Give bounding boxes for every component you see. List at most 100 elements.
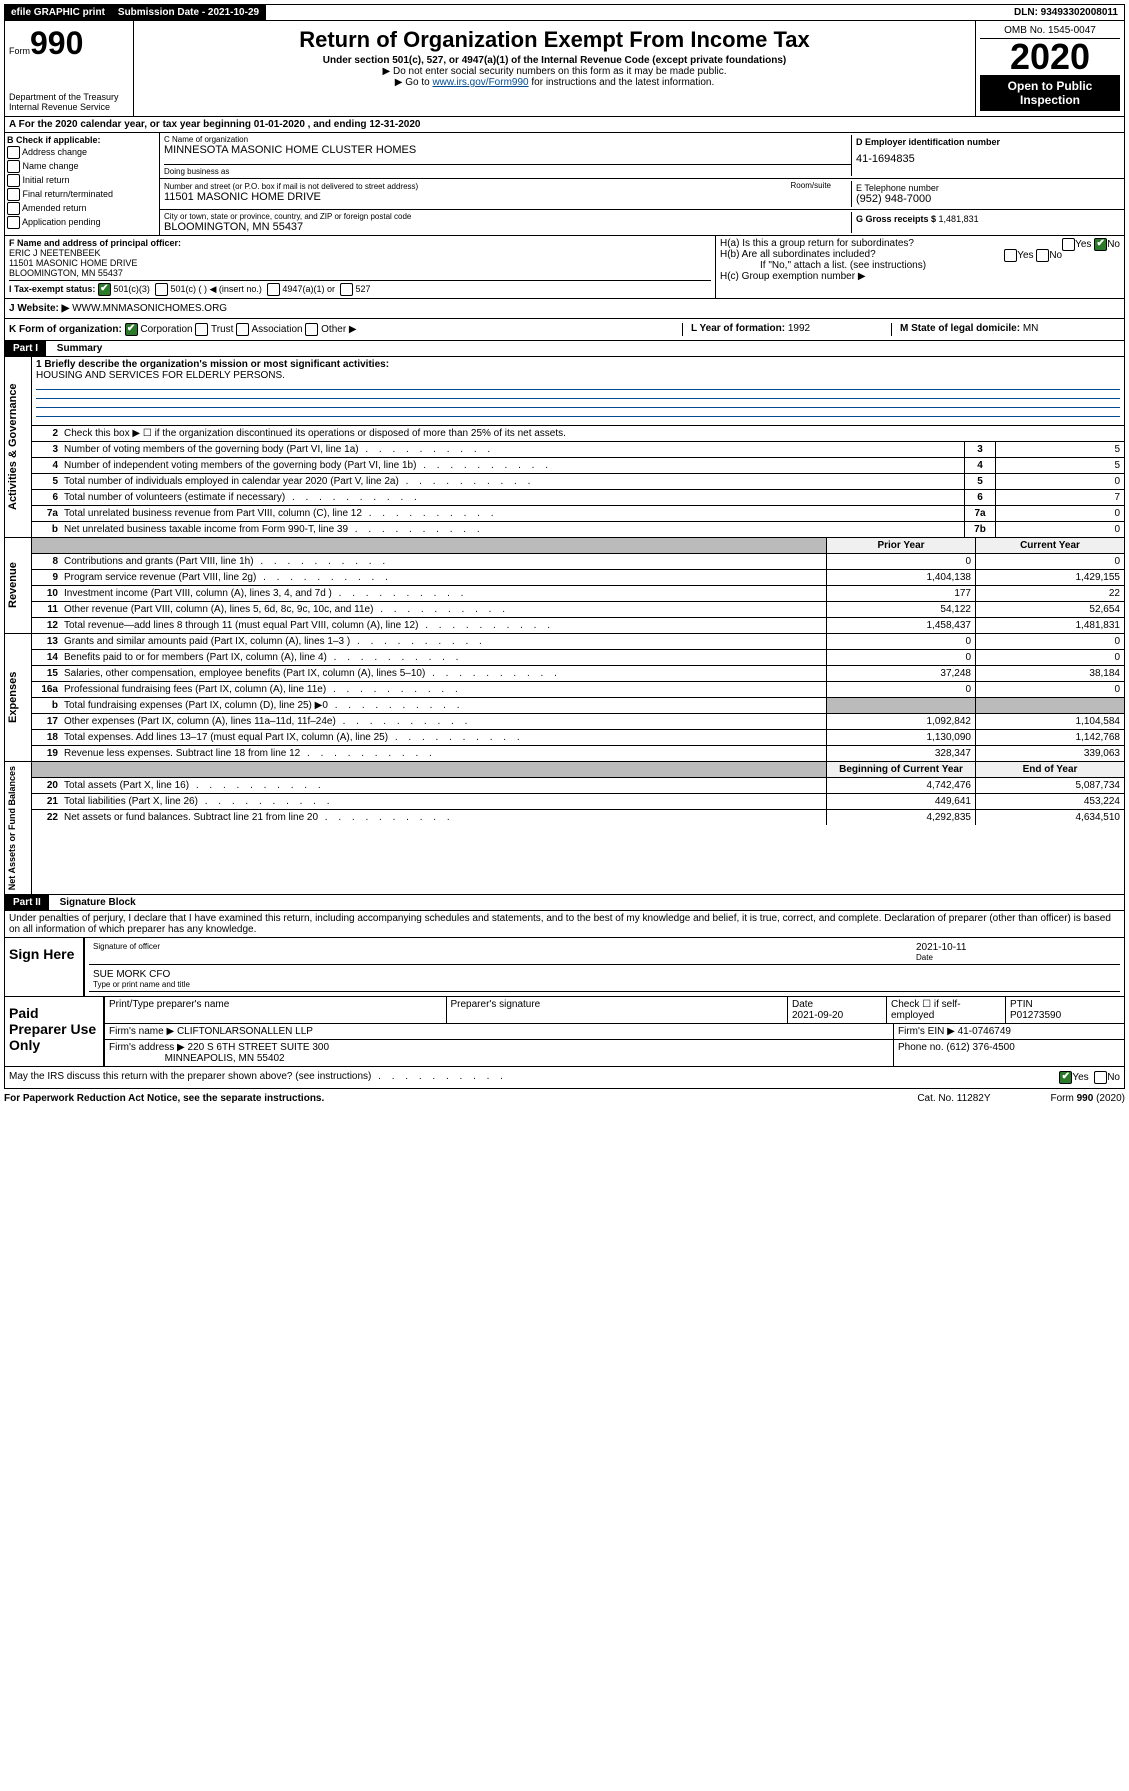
efile-label[interactable]: efile GRAPHIC print	[5, 5, 112, 20]
room-label: Room/suite	[791, 181, 851, 190]
box-d: D Employer identification number 41-1694…	[852, 135, 1120, 176]
note2-post: for instructions and the latest informat…	[529, 77, 715, 88]
expense-row: 18Total expenses. Add lines 13–17 (must …	[32, 730, 1124, 746]
hb-yes[interactable]	[1004, 249, 1017, 262]
footer-left: For Paperwork Reduction Act Notice, see …	[4, 1093, 917, 1104]
submission-date: Submission Date - 2021-10-29	[112, 5, 266, 20]
header-right: OMB No. 1545-0047 2020 Open to Public In…	[976, 21, 1124, 116]
paid-label: Paid Preparer Use Only	[5, 997, 105, 1066]
firm-ein: 41-0746749	[958, 1026, 1011, 1037]
summary-table: Activities & Governance 1 Briefly descri…	[4, 357, 1125, 538]
pp-date: 2021-09-20	[792, 1010, 882, 1021]
officer-addr1: 11501 MASONIC HOME DRIVE	[9, 258, 711, 268]
firm-addr: 220 S 6TH STREET SUITE 300	[188, 1042, 330, 1053]
form-number-box: Form990 Department of the Treasury Inter…	[5, 21, 134, 116]
chk-527[interactable]	[340, 283, 353, 296]
side-revenue: Revenue	[5, 538, 32, 633]
mission-text: HOUSING AND SERVICES FOR ELDERLY PERSONS…	[36, 370, 285, 381]
form-header: Form990 Department of the Treasury Inter…	[4, 21, 1125, 117]
part2-title: Signature Block	[52, 897, 136, 908]
box-c: C Name of organization MINNESOTA MASONIC…	[160, 133, 1124, 235]
summary-row: 4Number of independent voting members of…	[32, 458, 1124, 474]
sig-officer-label: Signature of officer	[93, 942, 908, 951]
part1-title: Summary	[49, 343, 103, 354]
ha-yes[interactable]	[1062, 238, 1075, 251]
block-fh: F Name and address of principal officer:…	[4, 236, 1125, 299]
box-b-title: B Check if applicable:	[7, 135, 157, 145]
hb-no[interactable]	[1036, 249, 1049, 262]
hdr-beg: Beginning of Current Year	[826, 762, 975, 777]
chk-4947[interactable]	[267, 283, 280, 296]
pp-check[interactable]: Check ☐ if self-employed	[887, 997, 1006, 1023]
discuss-yes[interactable]: ✔	[1059, 1071, 1072, 1084]
expenses-table: Expenses 13Grants and similar amounts pa…	[4, 634, 1125, 762]
chk-final-return[interactable]: Final return/terminated	[7, 188, 157, 201]
tax-year: 2020	[980, 39, 1120, 75]
chk-application-pending[interactable]: Application pending	[7, 216, 157, 229]
summary-row: 7aTotal unrelated business revenue from …	[32, 506, 1124, 522]
discuss-no[interactable]	[1094, 1071, 1107, 1084]
signature-block: Under penalties of perjury, I declare th…	[4, 911, 1125, 997]
row-j: J Website: ▶ WWW.MNMASONICHOMES.ORG	[4, 299, 1125, 319]
hc-label: H(c) Group exemption number ▶	[720, 271, 1120, 282]
side-netassets: Net Assets or Fund Balances	[5, 762, 32, 894]
gross-label: G Gross receipts $	[856, 214, 939, 224]
chk-name-change[interactable]: Name change	[7, 160, 157, 173]
chk-other[interactable]	[305, 323, 318, 336]
chk-address-change[interactable]: Address change	[7, 146, 157, 159]
open-to-public: Open to Public Inspection	[980, 75, 1120, 111]
side-expenses: Expenses	[5, 634, 32, 761]
ein-label: D Employer identification number	[856, 137, 1116, 147]
summary-row: 3Number of voting members of the governi…	[32, 442, 1124, 458]
box-h: H(a) Is this a group return for subordin…	[716, 236, 1124, 298]
row-k: K Form of organization: ✔ Corporation Tr…	[4, 319, 1125, 341]
officer-name-sig: SUE MORK CFO	[93, 969, 1116, 980]
paid-preparer: Paid Preparer Use Only Print/Type prepar…	[4, 997, 1125, 1067]
website-label: J Website: ▶	[9, 303, 69, 314]
form-number: 990	[30, 25, 83, 61]
chk-501c3[interactable]: ✔	[98, 283, 111, 296]
note-ssn: ▶ Do not enter social security numbers o…	[138, 66, 971, 77]
sign-here: Sign Here	[5, 938, 85, 996]
dept-label: Department of the Treasury	[9, 92, 129, 102]
box-f: F Name and address of principal officer:…	[5, 236, 716, 298]
city-label: City or town, state or province, country…	[164, 212, 851, 221]
expense-row: 13Grants and similar amounts paid (Part …	[32, 634, 1124, 650]
form-prefix: Form	[9, 46, 30, 56]
org-name: MINNESOTA MASONIC HOME CLUSTER HOMES	[164, 144, 851, 156]
note2-pre: ▶ Go to	[395, 77, 433, 88]
firm-phone: (612) 376-4500	[946, 1042, 1014, 1053]
netasset-row: 22Net assets or fund balances. Subtract …	[32, 810, 1124, 825]
hdr-end: End of Year	[975, 762, 1124, 777]
chk-amended[interactable]: Amended return	[7, 202, 157, 215]
chk-501c[interactable]	[155, 283, 168, 296]
street-value: 11501 MASONIC HOME DRIVE	[164, 191, 851, 203]
city-value: BLOOMINGTON, MN 55437	[164, 221, 851, 233]
form-title: Return of Organization Exempt From Incom…	[138, 27, 971, 53]
footer-mid: Cat. No. 11282Y	[917, 1093, 990, 1104]
revenue-row: 11Other revenue (Part VIII, column (A), …	[32, 602, 1124, 618]
officer-name: ERIC J NEETENBEEK	[9, 248, 711, 258]
dba-label: Doing business as	[164, 164, 851, 176]
chk-trust[interactable]	[195, 323, 208, 336]
perjury-text: Under penalties of perjury, I declare th…	[5, 911, 1124, 938]
domicile: MN	[1023, 323, 1039, 334]
chk-initial-return[interactable]: Initial return	[7, 174, 157, 187]
dln: DLN: 93493302008011	[1008, 5, 1124, 20]
ha-no[interactable]: ✔	[1094, 238, 1107, 251]
chk-assoc[interactable]	[236, 323, 249, 336]
side-governance: Activities & Governance	[5, 357, 32, 537]
netasset-row: 21Total liabilities (Part X, line 26)449…	[32, 794, 1124, 810]
officer-label: F Name and address of principal officer:	[9, 238, 711, 248]
website-value: WWW.MNMASONICHOMES.ORG	[72, 303, 227, 314]
ein-value: 41-1694835	[856, 147, 1116, 171]
firm-name: CLIFTONLARSONALLEN LLP	[177, 1026, 313, 1037]
form-org-label: K Form of organization:	[9, 324, 122, 335]
note-link: ▶ Go to www.irs.gov/Form990 for instruct…	[138, 77, 971, 88]
discuss-row: May the IRS discuss this return with the…	[4, 1067, 1125, 1089]
expense-row: 14Benefits paid to or for members (Part …	[32, 650, 1124, 666]
officer-addr2: BLOOMINGTON, MN 55437	[9, 268, 711, 278]
chk-corp[interactable]: ✔	[125, 323, 138, 336]
irs-link[interactable]: www.irs.gov/Form990	[432, 77, 528, 88]
part1-bar: Part I Summary	[4, 341, 1125, 357]
